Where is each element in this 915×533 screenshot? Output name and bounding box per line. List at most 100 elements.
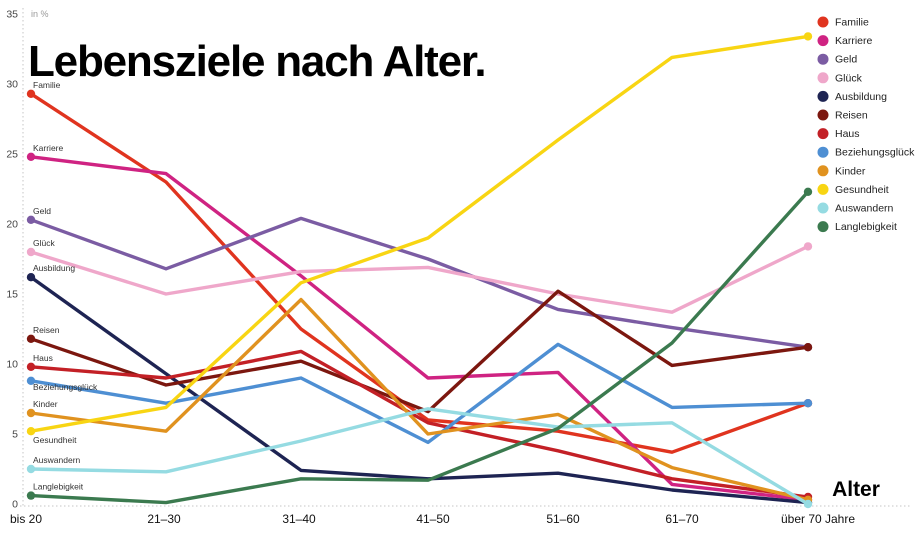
series-lines [26, 32, 813, 509]
series-geld [26, 215, 813, 352]
series-start-dot [26, 273, 36, 282]
x-tick-label: 31–40 [282, 512, 316, 526]
series-name-label: Kinder [33, 399, 58, 409]
y-tick-label: 30 [6, 79, 18, 91]
series-langlebigkeit [26, 187, 813, 505]
legend-swatch-icon [817, 146, 829, 158]
legend-swatch-icon [817, 128, 829, 140]
series-name-label: Reisen [33, 325, 60, 335]
x-tick-label: 61–70 [665, 512, 699, 526]
series-line [29, 289, 810, 414]
legend-item-geld: Geld [817, 53, 857, 66]
legend-item-langlebigkeit: Langlebigkeit [817, 221, 897, 233]
series-line [29, 275, 810, 505]
y-tick-label: 20 [6, 219, 18, 231]
series-start-dot [26, 491, 36, 500]
legend-item-familie: Familie [817, 16, 869, 29]
series-name-label: Haus [33, 353, 53, 363]
legend-swatch-icon [817, 16, 829, 28]
x-tick-label: 41–50 [416, 512, 450, 526]
series-line [29, 34, 810, 433]
series-name-label: Glück [33, 238, 55, 248]
series-end-dot [803, 187, 813, 196]
series-end-dot [803, 343, 813, 352]
series-end-dot [803, 399, 813, 408]
series-start-dot [26, 334, 36, 343]
legend-swatch-icon [817, 72, 829, 84]
series-start-dot [26, 376, 36, 385]
series-start-dot [26, 89, 36, 99]
series-end-dot [803, 242, 813, 251]
legend-item-reisen: Reisen [817, 109, 868, 122]
y-tick-label: 0 [12, 499, 18, 511]
series-glück [26, 242, 813, 314]
legend-item-haus: Haus [817, 128, 860, 140]
legend-item-beziehungsglück: Beziehungsglück [817, 146, 915, 159]
series-name-label: Familie [33, 80, 61, 90]
series-line [29, 349, 810, 499]
y-tick-label: 15 [6, 289, 18, 301]
series-beziehungsglück [26, 342, 813, 445]
legend-swatch-icon [817, 183, 829, 195]
series-line [29, 244, 810, 314]
series-start-dot [26, 427, 36, 436]
legend-label: Ausbildung [835, 91, 887, 103]
legend-label: Langlebigkeit [835, 221, 897, 233]
series-line [29, 216, 810, 349]
series-end-dot [803, 499, 813, 509]
legend-item-ausbildung: Ausbildung [817, 90, 887, 103]
series-line [29, 297, 810, 502]
legend-label: Beziehungsglück [835, 147, 915, 159]
legend-label: Familie [835, 17, 869, 29]
series-line [29, 155, 810, 502]
series-line [29, 342, 810, 445]
series-line [29, 92, 810, 454]
series-line [29, 407, 810, 506]
legend-swatch-icon [817, 109, 829, 121]
series-name-label: Gesundheit [33, 435, 77, 445]
x-tick-label: über 70 Jahre [781, 512, 855, 526]
legend-label: Karriere [835, 35, 873, 47]
y-tick-label: 25 [6, 149, 18, 161]
legend-item-auswandern: Auswandern [817, 202, 894, 215]
series-name-label: Karriere [33, 143, 64, 153]
legend-label: Glück [835, 72, 863, 84]
legend-label: Haus [835, 128, 860, 140]
legend-item-karriere: Karriere [817, 35, 873, 47]
series-gesundheit [26, 32, 813, 436]
legend-label: Auswandern [835, 203, 894, 215]
y-tick-label: 10 [6, 359, 18, 371]
series-familie [26, 89, 813, 454]
legend-swatch-icon [817, 53, 829, 65]
x-tick-label: 51–60 [546, 512, 580, 526]
legend-item-glück: Glück [817, 72, 863, 84]
series-start-dot [26, 408, 36, 418]
y-tick-label: 5 [12, 429, 18, 441]
series-start-labels: Familie Karriere Geld Glück Ausbildung Reisen… [33, 80, 98, 492]
legend-label: Gesundheit [835, 184, 889, 196]
legend-swatch-icon [817, 165, 829, 177]
legend-label: Reisen [835, 110, 868, 122]
x-tick-label: bis 20 [10, 512, 42, 526]
series-line [29, 190, 810, 505]
series-name-label: Langlebigkeit [33, 482, 84, 492]
series-start-dot [26, 247, 36, 257]
series-start-dot [26, 152, 36, 161]
series-start-dot [26, 215, 36, 224]
legend-swatch-icon [817, 221, 829, 233]
series-start-dot [26, 464, 36, 474]
legend-swatch-icon [817, 90, 829, 102]
y-tick-label: 35 [6, 9, 18, 21]
y-axis-unit-label: in % [31, 9, 49, 19]
legend-item-kinder: Kinder [817, 165, 866, 177]
legend-swatch-icon [817, 202, 829, 214]
series-reisen [26, 289, 813, 414]
x-tick-label: 21–30 [147, 512, 181, 526]
series-start-dot [26, 362, 36, 371]
series-name-label: Ausbildung [33, 263, 75, 273]
series-karriere [26, 152, 813, 504]
series-name-label: Geld [33, 206, 51, 216]
legend-swatch-icon [817, 35, 829, 47]
